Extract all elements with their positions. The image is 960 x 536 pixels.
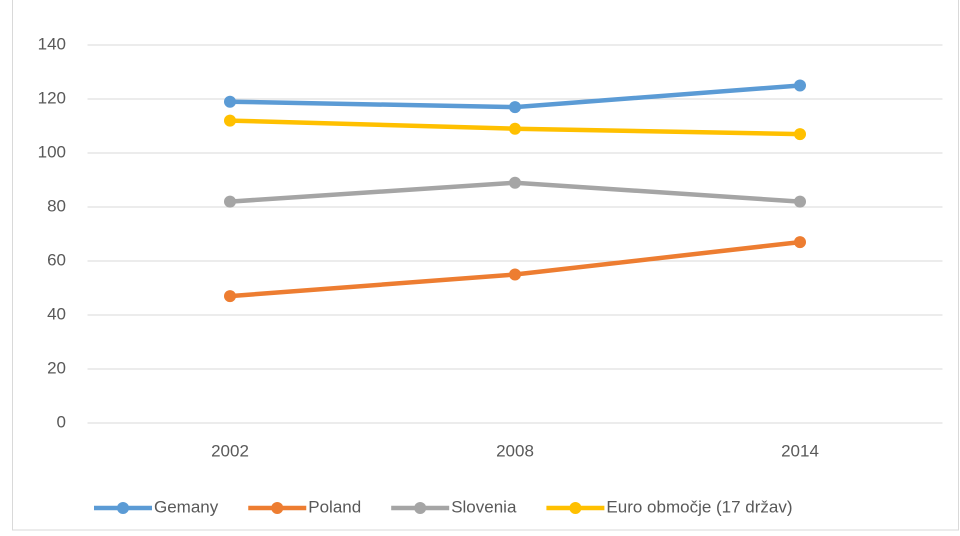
data-point [509,101,521,114]
legend-item: Slovenia [391,497,517,516]
data-point [224,95,236,108]
legend-label: Slovenia [451,497,517,516]
legend-marker [569,502,582,514]
x-tick-label: 2008 [496,441,534,460]
legend-marker [117,502,129,514]
legend-item: Poland [248,497,361,516]
data-point [794,128,806,141]
legend-label: Euro območje (17 držav) [606,497,792,516]
data-point [509,176,521,189]
x-tick-label: 2014 [781,441,819,460]
x-tick-label: 2002 [211,441,249,460]
data-point [224,114,236,127]
legend: Gemany Poland Slovenia Euro območje (17 drž… [94,497,793,516]
data-point [794,195,806,208]
legend-item: Euro območje (17 držav) [546,497,793,516]
data-point [794,79,806,92]
data-point [509,268,521,281]
legend-label: Poland [308,497,361,516]
legend-item: Gemany [94,497,219,516]
y-tick-label: 20 [47,358,66,377]
y-tick-label: 40 [47,304,66,323]
y-tick-label: 80 [47,196,66,215]
y-tick-label: 140 [38,34,66,53]
y-tick-label: 60 [47,250,66,269]
y-tick-label: 100 [38,142,66,161]
legend-marker [414,502,427,514]
data-point [794,236,806,249]
y-tick-label: 0 [57,412,66,431]
data-point [509,122,521,135]
legend-marker [271,502,284,514]
y-tick-label: 120 [38,88,66,107]
legend-label: Gemany [154,497,219,516]
data-point [224,195,236,208]
data-point [224,290,236,303]
